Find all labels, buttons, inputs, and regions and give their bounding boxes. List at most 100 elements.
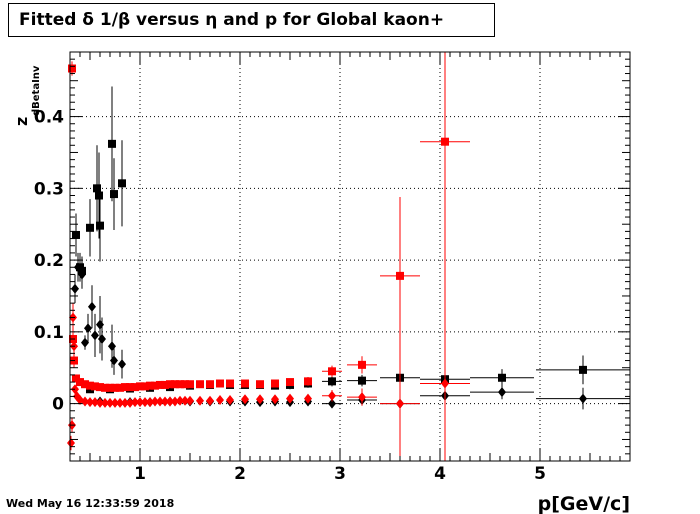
data-point bbox=[358, 376, 366, 385]
data-point bbox=[176, 380, 184, 389]
data-point bbox=[328, 377, 336, 386]
data-point bbox=[206, 395, 214, 406]
data-point bbox=[121, 383, 129, 392]
data-point bbox=[304, 377, 312, 386]
data-point bbox=[166, 380, 174, 389]
data-point bbox=[241, 394, 249, 405]
data-point bbox=[86, 381, 94, 390]
data-point bbox=[181, 395, 189, 406]
data-point bbox=[396, 271, 404, 280]
data-point bbox=[121, 397, 129, 408]
y-tick-label: 0 bbox=[52, 395, 64, 415]
data-point bbox=[181, 380, 189, 389]
data-point bbox=[78, 269, 86, 280]
data-point bbox=[68, 64, 76, 73]
x-tick-label: 2 bbox=[234, 464, 246, 484]
data-point bbox=[441, 378, 449, 389]
x-tick-label: 3 bbox=[334, 464, 346, 484]
data-point bbox=[118, 179, 126, 188]
data-point bbox=[86, 223, 94, 232]
series-3 bbox=[67, 303, 470, 461]
data-point bbox=[86, 397, 94, 408]
data-point bbox=[286, 393, 294, 404]
data-point bbox=[216, 379, 224, 388]
x-tick-label: 4 bbox=[434, 464, 446, 484]
data-point bbox=[171, 396, 179, 407]
x-tick-label: 1 bbox=[134, 464, 146, 484]
x-axis-label: p[GeV/c] bbox=[538, 493, 630, 514]
data-point bbox=[498, 373, 506, 382]
data-point bbox=[95, 191, 103, 200]
data-point bbox=[98, 334, 106, 345]
y-axis-label-subscript: dBetaInv bbox=[31, 65, 42, 116]
y-tick-label: 0.4 bbox=[34, 108, 64, 128]
data-point bbox=[151, 381, 159, 390]
data-point bbox=[176, 395, 184, 406]
data-point bbox=[226, 379, 234, 388]
data-point bbox=[111, 383, 119, 392]
data-point bbox=[156, 380, 164, 389]
data-point bbox=[328, 398, 336, 409]
data-point bbox=[186, 380, 194, 389]
data-point bbox=[358, 360, 366, 369]
data-point bbox=[96, 397, 104, 408]
data-point bbox=[81, 380, 89, 389]
data-point bbox=[171, 380, 179, 389]
data-point bbox=[74, 262, 82, 273]
data-point bbox=[166, 396, 174, 407]
grid-lines bbox=[70, 52, 630, 461]
data-point bbox=[136, 382, 144, 391]
data-point bbox=[67, 438, 75, 449]
data-point bbox=[136, 397, 144, 408]
data-point bbox=[96, 383, 104, 392]
data-point bbox=[271, 394, 279, 405]
data-point bbox=[93, 184, 101, 193]
y-tick-label: 0.2 bbox=[34, 251, 64, 271]
data-point bbox=[396, 398, 404, 409]
data-point bbox=[101, 383, 109, 392]
data-point bbox=[81, 396, 89, 407]
data-point bbox=[286, 378, 294, 387]
y-tick-label: 0.3 bbox=[34, 179, 64, 199]
y-axis-label: z bbox=[12, 117, 31, 126]
x-tick-label: 5 bbox=[534, 464, 546, 484]
data-point bbox=[216, 395, 224, 406]
data-point bbox=[91, 397, 99, 408]
data-point bbox=[106, 397, 114, 408]
data-point bbox=[116, 397, 124, 408]
data-point bbox=[110, 355, 118, 366]
data-point bbox=[161, 396, 169, 407]
data-point bbox=[118, 359, 126, 370]
data-point bbox=[304, 393, 312, 404]
data-point bbox=[88, 301, 96, 312]
data-point bbox=[196, 380, 204, 389]
series-0 bbox=[72, 86, 630, 394]
data-point bbox=[91, 382, 99, 391]
data-point bbox=[146, 397, 154, 408]
data-point bbox=[241, 379, 249, 388]
data-point bbox=[81, 337, 89, 348]
data-point bbox=[84, 323, 92, 334]
data-point bbox=[131, 397, 139, 408]
data-point bbox=[256, 394, 264, 405]
data-point bbox=[161, 380, 169, 389]
data-point bbox=[186, 395, 194, 406]
data-point bbox=[579, 393, 587, 404]
data-point bbox=[106, 383, 114, 392]
data-point bbox=[126, 397, 134, 408]
data-point bbox=[72, 230, 80, 239]
data-point bbox=[101, 397, 109, 408]
data-point bbox=[96, 319, 104, 330]
data-point bbox=[111, 397, 119, 408]
data-point bbox=[156, 396, 164, 407]
data-point bbox=[141, 382, 149, 391]
data-point bbox=[76, 378, 84, 387]
data-point bbox=[141, 397, 149, 408]
data-point bbox=[108, 139, 116, 148]
data-point bbox=[108, 341, 116, 352]
data-series bbox=[67, 52, 630, 461]
data-point bbox=[116, 383, 124, 392]
data-point bbox=[126, 383, 134, 392]
axes: 1 2 3 4 5 0 0.1 0.2 0.3 0.4 bbox=[34, 51, 631, 484]
